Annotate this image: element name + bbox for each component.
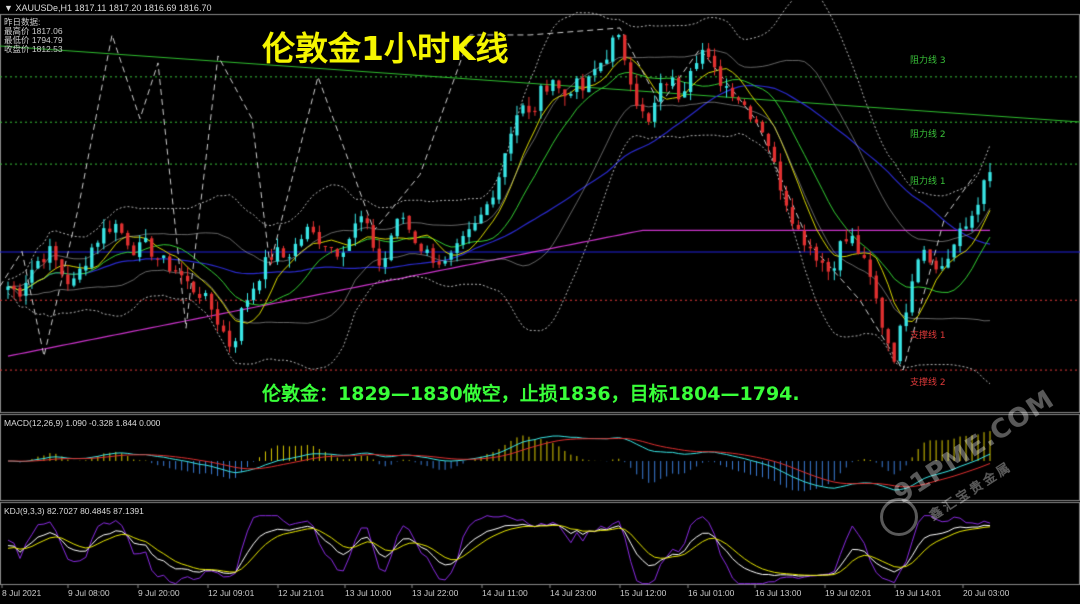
symbol-label: XAUUSDe,H1 — [15, 3, 72, 13]
resistance-3-label: 阻力线 3 — [910, 56, 946, 66]
time-tick-label: 9 Jul 08:00 — [68, 588, 110, 598]
symbol-header: ▼ XAUUSDe,H1 1817.11 1817.20 1816.69 181… — [4, 3, 211, 13]
watermark-logo-icon — [880, 498, 918, 536]
time-tick-label: 14 Jul 11:00 — [482, 588, 528, 598]
info-low: 最低价 1794.79 — [4, 35, 63, 45]
info-heading: 昨日数据: — [4, 17, 41, 27]
support-1-label: 支撑线 1 — [910, 331, 946, 341]
time-tick-label: 16 Jul 13:00 — [755, 588, 802, 598]
kdj-label: KDJ(9,3,3) 82.7027 80.4845 87.1391 — [4, 506, 144, 516]
ohlc-values: 1817.11 1817.20 1816.69 1816.70 — [74, 3, 212, 13]
info-high: 最高价 1817.06 — [4, 26, 63, 36]
time-tick-label: 19 Jul 14:01 — [895, 588, 942, 598]
time-tick-label: 20 Jul 03:00 — [963, 588, 1010, 598]
time-tick-label: 8 Jul 2021 — [2, 588, 42, 598]
time-tick-label: 14 Jul 23:00 — [550, 588, 597, 598]
info-close: 收盘价 1812.53 — [4, 44, 63, 54]
time-tick-label: 16 Jul 01:00 — [688, 588, 735, 598]
resistance-1-label: 阻力线 1 — [910, 177, 946, 187]
dropdown-arrow-icon[interactable]: ▼ — [4, 3, 13, 13]
chart-title: 伦敦金1小时K线 — [262, 29, 509, 68]
time-tick-label: 13 Jul 10:00 — [345, 588, 392, 598]
time-tick-label: 13 Jul 22:00 — [412, 588, 459, 598]
resistance-2-label: 阻力线 2 — [910, 130, 946, 140]
yesterday-info: 昨日数据: 最高价 1817.06 最低价 1794.79 收盘价 1812.5… — [4, 18, 63, 54]
support-2-label: 支撑线 2 — [910, 378, 946, 388]
time-tick-label: 12 Jul 09:01 — [208, 588, 255, 598]
time-tick-label: 19 Jul 02:01 — [825, 588, 872, 598]
time-tick-label: 12 Jul 21:01 — [278, 588, 325, 598]
trade-note: 伦敦金：1829—1830做空，止损1836，目标1804—1794. — [262, 383, 800, 405]
time-tick-label: 15 Jul 12:00 — [620, 588, 667, 598]
macd-label: MACD(12,26,9) 1.090 -0.328 1.844 0.000 — [4, 418, 161, 428]
time-tick-label: 9 Jul 20:00 — [138, 588, 180, 598]
